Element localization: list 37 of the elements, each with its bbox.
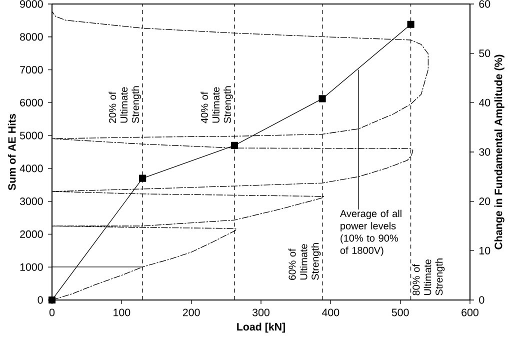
x-tick-label: 400 bbox=[322, 308, 340, 316]
y2-tick-label: 20 bbox=[479, 197, 490, 205]
y-axis-title: Sum of AE Hits bbox=[8, 114, 16, 190]
y-tick-label: 1000 bbox=[20, 263, 43, 271]
point bbox=[230, 142, 238, 149]
y-tick-label: 6000 bbox=[20, 98, 43, 106]
point bbox=[318, 95, 326, 102]
x-tick-label: 200 bbox=[182, 308, 200, 316]
ref-line-label: 60% of Ultimate Strength bbox=[288, 243, 321, 280]
y-tick-label: 4000 bbox=[20, 164, 43, 172]
y-tick-label: 0 bbox=[38, 296, 43, 304]
annotation: Average of all power levels (10% to 90% of 1800V) bbox=[340, 210, 402, 256]
point bbox=[139, 174, 146, 182]
x-axis-title: Load [kN] bbox=[237, 322, 285, 333]
x-tick-label: 600 bbox=[462, 308, 478, 316]
y2-tick-label: 50 bbox=[479, 49, 490, 57]
y2-tick-label: 30 bbox=[479, 148, 490, 156]
y-tick-label: 5000 bbox=[20, 132, 43, 140]
ref-line-label: 80% of Ultimate Strength bbox=[412, 258, 445, 296]
point bbox=[48, 296, 56, 304]
y2-tick-label: 0 bbox=[479, 296, 484, 304]
x-tick-label: 300 bbox=[252, 308, 270, 316]
y2-tick-label: 10 bbox=[480, 246, 490, 254]
y-tick-label: 9000 bbox=[20, 0, 43, 8]
x-tick-label: 0 bbox=[49, 308, 55, 316]
y2-tick-label: 60 bbox=[479, 0, 490, 8]
y-tick-label: 7000 bbox=[20, 66, 43, 74]
y-tick-label: 2000 bbox=[20, 230, 43, 238]
ref-line-label: 20% of Ultimate Strength bbox=[108, 86, 141, 123]
ref-line-label: 40% of Ultimate Strength bbox=[200, 86, 233, 124]
x-tick-label: 100 bbox=[114, 308, 130, 316]
x-tick-label: 500 bbox=[392, 308, 409, 316]
y-tick-label: 8000 bbox=[20, 32, 43, 41]
y2-tick-label: 40 bbox=[478, 98, 490, 106]
y2-axis-title: Change in Fundamental Amplitude (%) bbox=[494, 54, 504, 250]
point bbox=[407, 20, 414, 28]
y-tick-label: 3000 bbox=[20, 197, 43, 205]
